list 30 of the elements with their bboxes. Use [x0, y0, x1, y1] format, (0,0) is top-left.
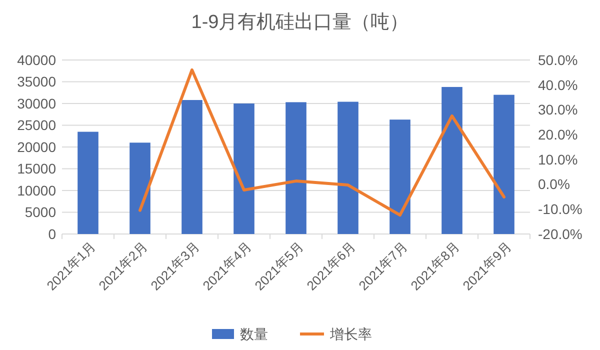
y2-tick-label: -20.0% [538, 226, 582, 242]
chart-title: 1-9月有机硅出口量（吨） [191, 12, 409, 33]
y-tick-label: 0 [48, 226, 56, 242]
y-tick-label: 15000 [17, 160, 56, 177]
bar [442, 86, 462, 234]
y-tick-label: 5000 [24, 204, 56, 220]
y2-tick-label: 0.0% [538, 176, 570, 192]
legend-label: 数量 [240, 326, 268, 342]
bar [494, 94, 514, 234]
legend-label: 增长率 [329, 326, 372, 342]
y2-tick-label: 50.0% [538, 52, 578, 68]
bar [182, 100, 202, 234]
bar [286, 102, 306, 234]
line-series [138, 68, 506, 217]
y-tick-label: 10000 [17, 182, 56, 198]
y2-tick-label: 20.0% [538, 126, 578, 142]
bar [78, 132, 98, 234]
y2-tick-label: 10.0% [538, 151, 578, 168]
y2-tick-label: 30.0% [538, 102, 578, 118]
y-tick-label: 30000 [17, 95, 56, 112]
y-tick-label: 20000 [17, 138, 56, 155]
bar [130, 142, 150, 234]
y-tick-label: 40000 [17, 52, 56, 68]
y2-tick-label: 40.0% [538, 76, 578, 93]
bar [234, 104, 254, 234]
bar [390, 120, 410, 234]
y-tick-label: 25000 [17, 117, 56, 134]
y2-tick-label: -10.0% [538, 201, 582, 218]
y-tick-label: 35000 [17, 74, 56, 90]
bar [338, 102, 358, 234]
